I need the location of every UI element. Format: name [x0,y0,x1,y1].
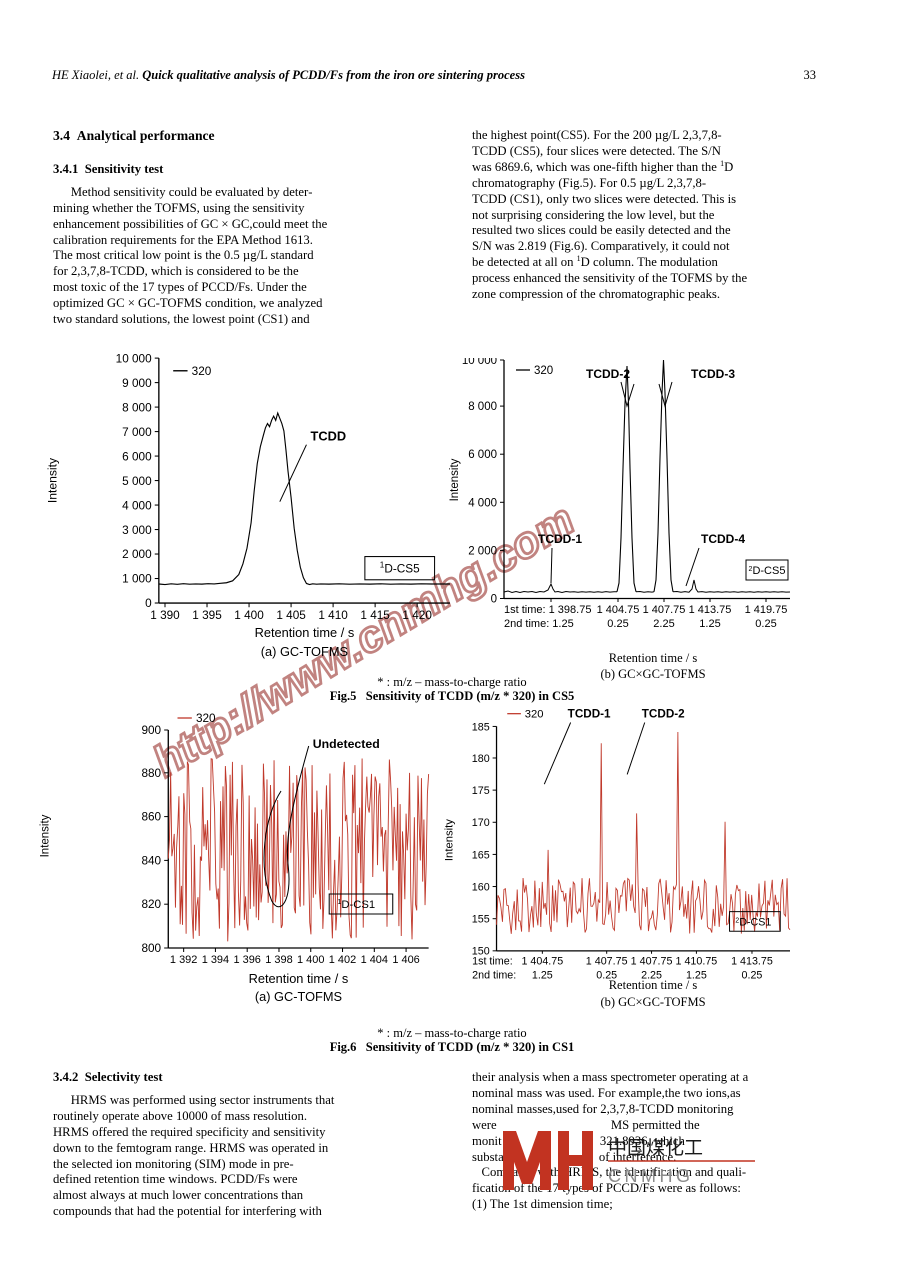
svg-text:1 000: 1 000 [122,572,152,586]
svg-text:900: 900 [141,724,161,737]
svg-text:1.25: 1.25 [699,618,720,628]
svg-text:2 000: 2 000 [122,547,152,561]
svg-text:5 000: 5 000 [122,474,152,488]
svg-text:1 405: 1 405 [276,608,306,622]
svg-text:TCDD-1: TCDD-1 [568,708,611,721]
svg-text:320: 320 [192,364,212,378]
svg-text:TCDD-1: TCDD-1 [538,532,582,546]
svg-text:4 000: 4 000 [122,498,152,512]
svg-text:1 400: 1 400 [297,954,324,966]
svg-text:1 410.75: 1 410.75 [676,956,718,968]
svg-text:1 404.75: 1 404.75 [597,604,640,616]
svg-text:0.25: 0.25 [755,618,776,628]
svg-text:860: 860 [141,811,161,824]
svg-text:320: 320 [196,712,216,725]
svg-text:1 407.75: 1 407.75 [643,604,686,616]
svg-text:Retention time / s: Retention time / s [255,625,355,640]
svg-text:TCDD-3: TCDD-3 [691,367,735,381]
svg-text:Retention time / s: Retention time / s [249,972,349,986]
svg-text:8 000: 8 000 [468,401,497,413]
svg-text:1 390: 1 390 [150,608,180,622]
svg-text:(a) GC-TOFMS: (a) GC-TOFMS [255,990,342,1004]
svg-text:6 000: 6 000 [468,449,497,461]
svg-text:6 000: 6 000 [122,449,152,463]
svg-text:TCDD-4: TCDD-4 [701,532,745,546]
svg-text:7 000: 7 000 [122,425,152,439]
svg-text:1 396: 1 396 [233,954,260,966]
svg-text:10 000: 10 000 [116,351,152,365]
svg-text:1 413.75: 1 413.75 [689,604,732,616]
svg-text:820: 820 [141,898,161,911]
svg-text:2D-CS1: 2D-CS1 [735,916,771,928]
svg-text:1 406: 1 406 [392,954,419,966]
svg-text:9 000: 9 000 [122,376,152,390]
svg-text:1 410: 1 410 [318,608,348,622]
svg-text:880: 880 [141,767,161,780]
svg-text:1D-CS5: 1D-CS5 [380,559,420,575]
svg-text:155: 155 [472,914,490,926]
svg-text:Intensity: Intensity [444,819,456,861]
svg-text:1st time: 1 398.75: 1st time: 1 398.75 [504,604,591,616]
svg-text:2 000: 2 000 [468,545,497,557]
svg-text:0: 0 [491,594,497,606]
svg-text:TCDD-2: TCDD-2 [642,708,685,721]
svg-text:CNMHG: CNMHG [608,1166,694,1186]
svg-text:10 000: 10 000 [462,358,497,367]
svg-text:1 407.75: 1 407.75 [631,956,673,968]
svg-text:4 000: 4 000 [468,497,497,509]
svg-text:Intensity: Intensity [449,458,461,501]
svg-text:中国煤化工: 中国煤化工 [608,1137,703,1159]
svg-text:0.25: 0.25 [607,618,628,628]
svg-text:1 400: 1 400 [234,608,264,622]
svg-text:Undetected: Undetected [313,737,380,751]
svg-text:165: 165 [472,849,490,861]
svg-text:175: 175 [472,785,490,797]
svg-text:1 394: 1 394 [202,954,229,966]
svg-text:320: 320 [525,709,544,721]
svg-text:3 000: 3 000 [122,523,152,537]
svg-text:1 419.75: 1 419.75 [745,604,788,616]
svg-text:Intensity: Intensity [38,814,51,857]
svg-text:1 398: 1 398 [265,954,292,966]
svg-text:1 420: 1 420 [402,608,432,622]
svg-text:TCDD-2: TCDD-2 [586,367,630,381]
svg-text:320: 320 [534,365,553,377]
svg-text:160: 160 [472,881,490,893]
svg-text:1 404: 1 404 [361,954,388,966]
svg-text:840: 840 [141,855,161,868]
svg-text:TCDD: TCDD [311,428,347,443]
svg-text:8 000: 8 000 [122,400,152,414]
svg-text:1 413.75: 1 413.75 [731,956,773,968]
svg-text:2D-CS5: 2D-CS5 [749,565,786,577]
svg-text:2nd time: 1.25: 2nd time: 1.25 [504,618,574,628]
svg-text:800: 800 [141,942,161,955]
svg-text:2.25: 2.25 [653,618,674,628]
svg-text:170: 170 [472,817,490,829]
svg-text:185: 185 [472,721,490,733]
svg-text:1 404.75: 1 404.75 [521,956,563,968]
svg-text:1 392: 1 392 [170,954,197,966]
svg-text:180: 180 [472,753,490,765]
svg-text:Intensity: Intensity [46,458,60,503]
svg-text:1 402: 1 402 [329,954,356,966]
svg-text:1 407.75: 1 407.75 [586,956,628,968]
svg-text:1st time:: 1st time: [472,956,513,968]
svg-text:1 415: 1 415 [360,608,390,622]
svg-text:1D-CS1: 1D-CS1 [337,898,375,911]
svg-text:1 395: 1 395 [192,608,222,622]
svg-text:(a) GC-TOFMS: (a) GC-TOFMS [261,644,349,659]
